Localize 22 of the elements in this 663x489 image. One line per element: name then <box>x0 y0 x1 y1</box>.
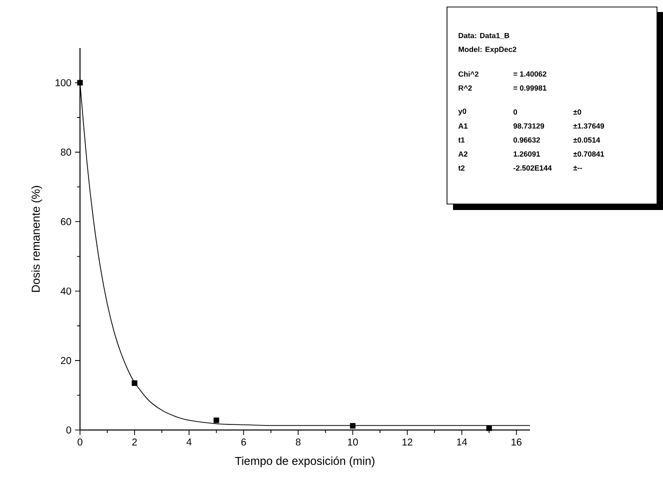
y-tick-label: 0 <box>66 426 72 434</box>
y-tick-label: 60 <box>60 218 72 226</box>
point <box>486 425 492 432</box>
y-tick-label: 80 <box>60 148 72 156</box>
x-tick-label: 0 <box>78 438 82 446</box>
x-tick-label: 10 <box>348 438 358 446</box>
x-tick-label: 4 <box>186 438 192 446</box>
y-tick-label: 20 <box>60 357 72 364</box>
y-tick-label: 40 <box>60 288 72 295</box>
x-tick-label: 16 <box>512 438 522 446</box>
x-axis-title: Tiempo de exposición (min) <box>235 456 374 468</box>
point <box>350 423 356 429</box>
x-tick-label: 8 <box>296 438 301 446</box>
x-tick-label: 6 <box>241 438 246 446</box>
y-axis-title: Dosis remanente (%) <box>31 186 42 292</box>
y-tick-label: 100 <box>56 79 72 86</box>
x-tick-label: 14 <box>457 438 468 446</box>
point <box>132 380 138 386</box>
point <box>77 80 83 86</box>
point <box>214 417 220 424</box>
x-tick-label: 2 <box>132 438 137 446</box>
x-tick-label: 12 <box>402 438 412 446</box>
